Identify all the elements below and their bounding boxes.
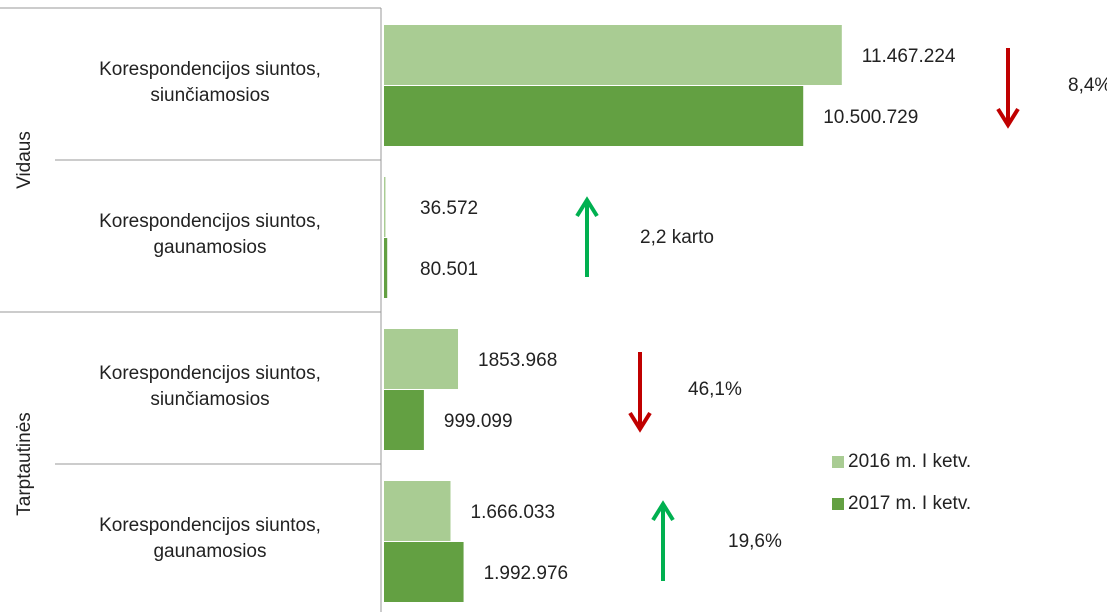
category-label: Korespondencijos siuntos, siunčiamosios (99, 363, 321, 410)
value-label: 80.501 (420, 259, 478, 280)
arrow-head (996, 107, 1020, 129)
bar (384, 86, 804, 146)
value-label: 1.992.976 (484, 563, 569, 584)
bar (384, 238, 388, 298)
bar (384, 329, 459, 389)
annotation: 2,2 karto (640, 227, 714, 248)
arrow-head (575, 196, 599, 218)
annotation: 19,6% (728, 531, 782, 552)
bar (384, 177, 386, 237)
value-label: 1.666.033 (471, 502, 556, 523)
legend-label: 2016 m. I ketv. (848, 451, 971, 472)
bar (384, 390, 424, 450)
group-label: Vidaus (14, 131, 35, 189)
bar (384, 542, 464, 602)
value-label: 999.099 (444, 411, 513, 432)
bar (384, 25, 842, 85)
bar (384, 481, 451, 541)
legend-swatch (832, 498, 844, 510)
legend-swatch (832, 456, 844, 468)
annotation: 8,4% (1068, 75, 1107, 96)
category-label: Korespondencijos siuntos, siunčiamosios (99, 59, 321, 106)
value-label: 11.467.224 (862, 46, 956, 67)
category-label: Korespondencijos siuntos, gaunamosios (99, 515, 321, 562)
legend-label: 2017 m. I ketv. (848, 493, 971, 514)
arrow-head (651, 500, 675, 522)
arrow-head (628, 411, 652, 433)
category-label: Korespondencijos siuntos, gaunamosios (99, 211, 321, 258)
group-label: Tarptautinės (14, 412, 35, 516)
annotation: 46,1% (688, 379, 742, 400)
value-label: 10.500.729 (823, 107, 918, 128)
value-label: 36.572 (420, 198, 478, 219)
value-label: 1853.968 (478, 350, 557, 371)
